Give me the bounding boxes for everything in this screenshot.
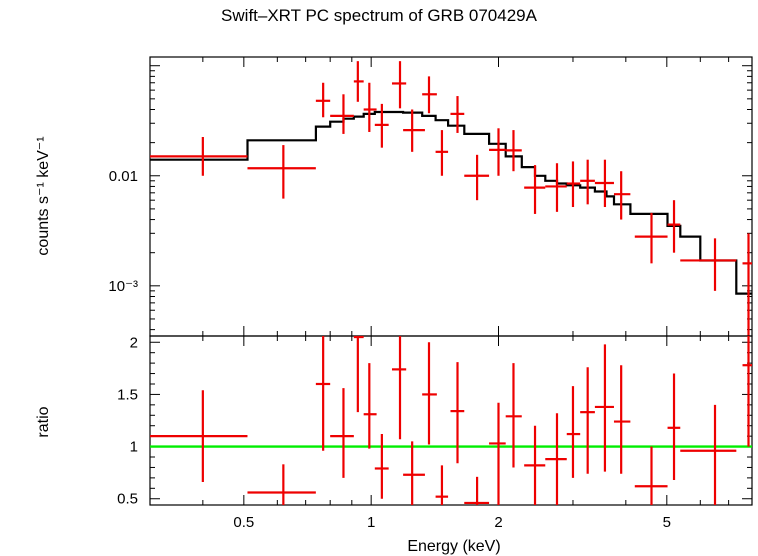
spectrum-data-point: [391, 61, 407, 109]
ratio-data-point: [667, 373, 681, 480]
spectrum-data-point: [613, 171, 631, 220]
spectrum-data-point: [667, 200, 681, 253]
ratio-data-point: [391, 336, 407, 440]
x-tick-label: 0.5: [233, 514, 254, 531]
ratio-data-point: [464, 476, 490, 505]
bottom-panel: 0.5 1 2 5 0.5 1 1.5 2: [117, 334, 753, 531]
ratio-data-point: [742, 336, 752, 447]
spectrum-data-point: [680, 238, 737, 291]
x-tick-label: 1: [367, 514, 375, 531]
ratio-data-point: [150, 390, 248, 483]
ratio-data-point: [613, 365, 631, 474]
x-tick-label: 2: [494, 514, 502, 531]
spectrum-data-point: [374, 103, 389, 148]
ratio-data-point: [634, 446, 668, 505]
spectrum-data-point: [315, 82, 331, 118]
ratio-data-point: [403, 441, 425, 505]
spectrum-data-point: [422, 76, 437, 114]
spectrum-data-point: [464, 154, 490, 201]
bottom-y-tick-label: 0.5: [117, 491, 138, 508]
top-panel-frame: [149, 56, 753, 337]
ratio-data-point: [505, 363, 522, 468]
ratio-data-point: [680, 404, 737, 505]
ratio-data-point: [330, 388, 354, 478]
top-y-tick-label: 10⁻³: [108, 278, 138, 295]
bottom-panel-frame: [149, 335, 753, 506]
spectrum-data-point: [489, 128, 506, 176]
ratio-data-point: [247, 464, 316, 505]
top-panel: 0.01 10⁻³: [108, 56, 753, 337]
spectrum-data-point: [150, 137, 248, 176]
ratio-data-point: [566, 386, 581, 478]
ratio-data-point: [353, 335, 364, 413]
ratio-data-point: [594, 344, 614, 472]
ratio-data-point: [315, 336, 331, 451]
spectrum-data-point: [580, 159, 595, 205]
spectrum-data-point: [594, 159, 614, 208]
ratio-data-point: [450, 362, 465, 464]
ratio-data-point: [363, 363, 377, 449]
spectrum-data-point: [363, 82, 377, 132]
spectrum-data-point: [742, 233, 752, 336]
spectrum-data-point: [247, 145, 316, 199]
spectrum-data-point: [566, 161, 581, 208]
spectrum-data-point: [330, 94, 354, 134]
spectrum-data-point: [524, 165, 546, 214]
spectrum-data-point: [634, 212, 668, 264]
top-y-axis-label: counts s⁻¹ keV⁻¹: [35, 136, 52, 255]
spectrum-data-point: [450, 96, 465, 133]
axis-text: counts s⁻¹ keV⁻¹ ratio Energy (keV): [35, 136, 501, 555]
ratio-data-point: [374, 434, 389, 499]
x-tick-label: 5: [663, 514, 671, 531]
spectrum-data-point: [435, 130, 449, 176]
bottom-y-tick-label: 1.5: [117, 386, 138, 403]
x-axis-label: Energy (keV): [407, 538, 500, 555]
spectrum-data-point: [403, 109, 425, 152]
top-y-tick-label: 0.01: [109, 168, 138, 185]
bottom-y-tick-label: 2: [130, 334, 138, 351]
ratio-data-point: [489, 402, 506, 505]
ratio-data-point: [435, 465, 449, 505]
model-step-line: [150, 110, 752, 295]
bottom-y-tick-label: 1: [130, 439, 138, 456]
ratio-data-point: [524, 425, 546, 505]
spectrum-data-point: [545, 163, 567, 212]
chart-title: Swift–XRT PC spectrum of GRB 070429A: [221, 6, 537, 25]
ratio-data-point: [580, 367, 595, 474]
spectrum-data-point: [505, 130, 522, 172]
ratio-data-point: [422, 342, 437, 445]
spectrum-data-point: [353, 61, 364, 102]
ratio-data-point: [545, 413, 567, 505]
bottom-y-axis-label: ratio: [35, 406, 52, 437]
